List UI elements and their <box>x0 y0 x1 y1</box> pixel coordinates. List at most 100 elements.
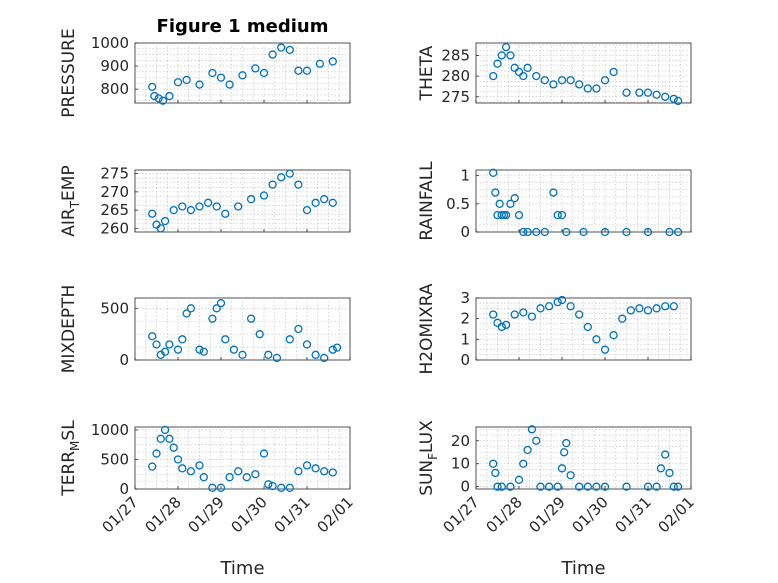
data-point <box>178 202 187 211</box>
data-point <box>152 340 161 349</box>
x-axis-label: Time <box>219 558 264 579</box>
data-point <box>169 205 178 215</box>
y-tick-label: 500 <box>100 299 129 317</box>
y-tick-label: 0 <box>460 478 470 496</box>
data-point <box>311 198 320 207</box>
data-point <box>523 63 532 72</box>
data-point <box>150 91 159 101</box>
y-tick-label: 285 <box>441 46 470 64</box>
data-point <box>216 483 226 492</box>
data-point <box>285 45 294 55</box>
y-tick-label: 270 <box>100 183 129 201</box>
data-point <box>643 482 653 491</box>
data-point <box>229 345 239 354</box>
data-point <box>510 63 519 72</box>
subplot-4: 0 0.5 1 RAINFALL <box>417 161 692 241</box>
data-point <box>320 353 329 363</box>
subplot-5: 0 500 MIXDEPTH <box>59 285 351 374</box>
data-point <box>212 202 221 211</box>
data-point <box>493 59 502 68</box>
data-point <box>575 80 584 89</box>
data-point <box>665 227 674 237</box>
data-point <box>173 345 183 354</box>
data-point <box>575 310 584 319</box>
y-tick-label: 1 <box>460 330 470 348</box>
data-point <box>311 464 320 473</box>
x-tick-label: 01/30 <box>228 493 271 536</box>
data-point <box>294 324 303 334</box>
data-point <box>489 71 498 81</box>
data-point <box>635 88 644 97</box>
data-point <box>557 210 567 220</box>
data-point <box>294 180 303 189</box>
data-point <box>242 473 251 482</box>
data-point <box>506 482 515 491</box>
data-point <box>519 308 528 317</box>
x-tick-label: 01/31 <box>271 493 314 536</box>
data-point <box>320 467 329 476</box>
data-point <box>251 470 260 479</box>
data-point <box>208 68 217 78</box>
y-tick-label: 0 <box>460 223 470 241</box>
data-point <box>536 482 545 491</box>
data-point <box>493 482 502 491</box>
data-point <box>497 322 506 332</box>
data-point <box>549 188 558 197</box>
data-point <box>268 481 277 491</box>
data-point <box>332 343 342 352</box>
data-point <box>285 335 294 344</box>
data-point <box>553 210 562 220</box>
x-tick-label: 01/29 <box>185 493 228 536</box>
data-point <box>255 330 264 339</box>
data-point <box>212 304 221 313</box>
y-axis-label: SUNFLUX <box>417 420 440 496</box>
data-point <box>497 51 506 60</box>
data-point <box>514 475 524 484</box>
data-point <box>643 306 653 315</box>
x-tick-label: 01/30 <box>569 493 612 536</box>
y-tick-label: 0.5 <box>446 195 470 213</box>
data-point <box>501 210 511 220</box>
data-point <box>536 304 545 313</box>
data-point <box>203 198 213 207</box>
data-point <box>315 59 325 68</box>
data-point <box>148 82 157 91</box>
y-axis-label: MIXDEPTH <box>59 285 79 374</box>
data-point <box>328 345 337 354</box>
x-axis-label: Time <box>560 558 605 579</box>
data-point <box>160 425 170 435</box>
data-point <box>669 302 678 311</box>
data-point <box>246 314 256 323</box>
data-point <box>173 455 183 464</box>
y-axis-label: PRESSURE <box>59 28 79 117</box>
data-point <box>320 195 329 204</box>
data-point <box>600 76 610 85</box>
data-point <box>665 468 674 478</box>
data-point <box>532 227 541 237</box>
data-point <box>540 76 549 85</box>
x-tick-label: 01/27 <box>440 493 483 536</box>
y-tick-label: 500 <box>100 450 129 468</box>
data-point <box>160 347 170 356</box>
data-point <box>216 73 226 82</box>
y-axis-label: H2OMIXRA <box>417 283 437 374</box>
data-point <box>251 64 260 73</box>
data-point <box>661 92 670 101</box>
data-point <box>553 297 562 307</box>
x-tick-label: 02/01 <box>655 493 698 536</box>
data-point <box>514 67 524 77</box>
data-point <box>302 205 312 215</box>
data-point <box>186 467 196 476</box>
y-tick-label: 280 <box>441 67 470 85</box>
data-point <box>519 459 528 468</box>
data-point <box>540 227 549 237</box>
data-point <box>208 483 217 492</box>
data-point <box>549 80 558 89</box>
data-point <box>519 227 528 237</box>
data-point <box>246 195 256 204</box>
data-point <box>557 76 567 85</box>
data-point <box>643 88 653 97</box>
